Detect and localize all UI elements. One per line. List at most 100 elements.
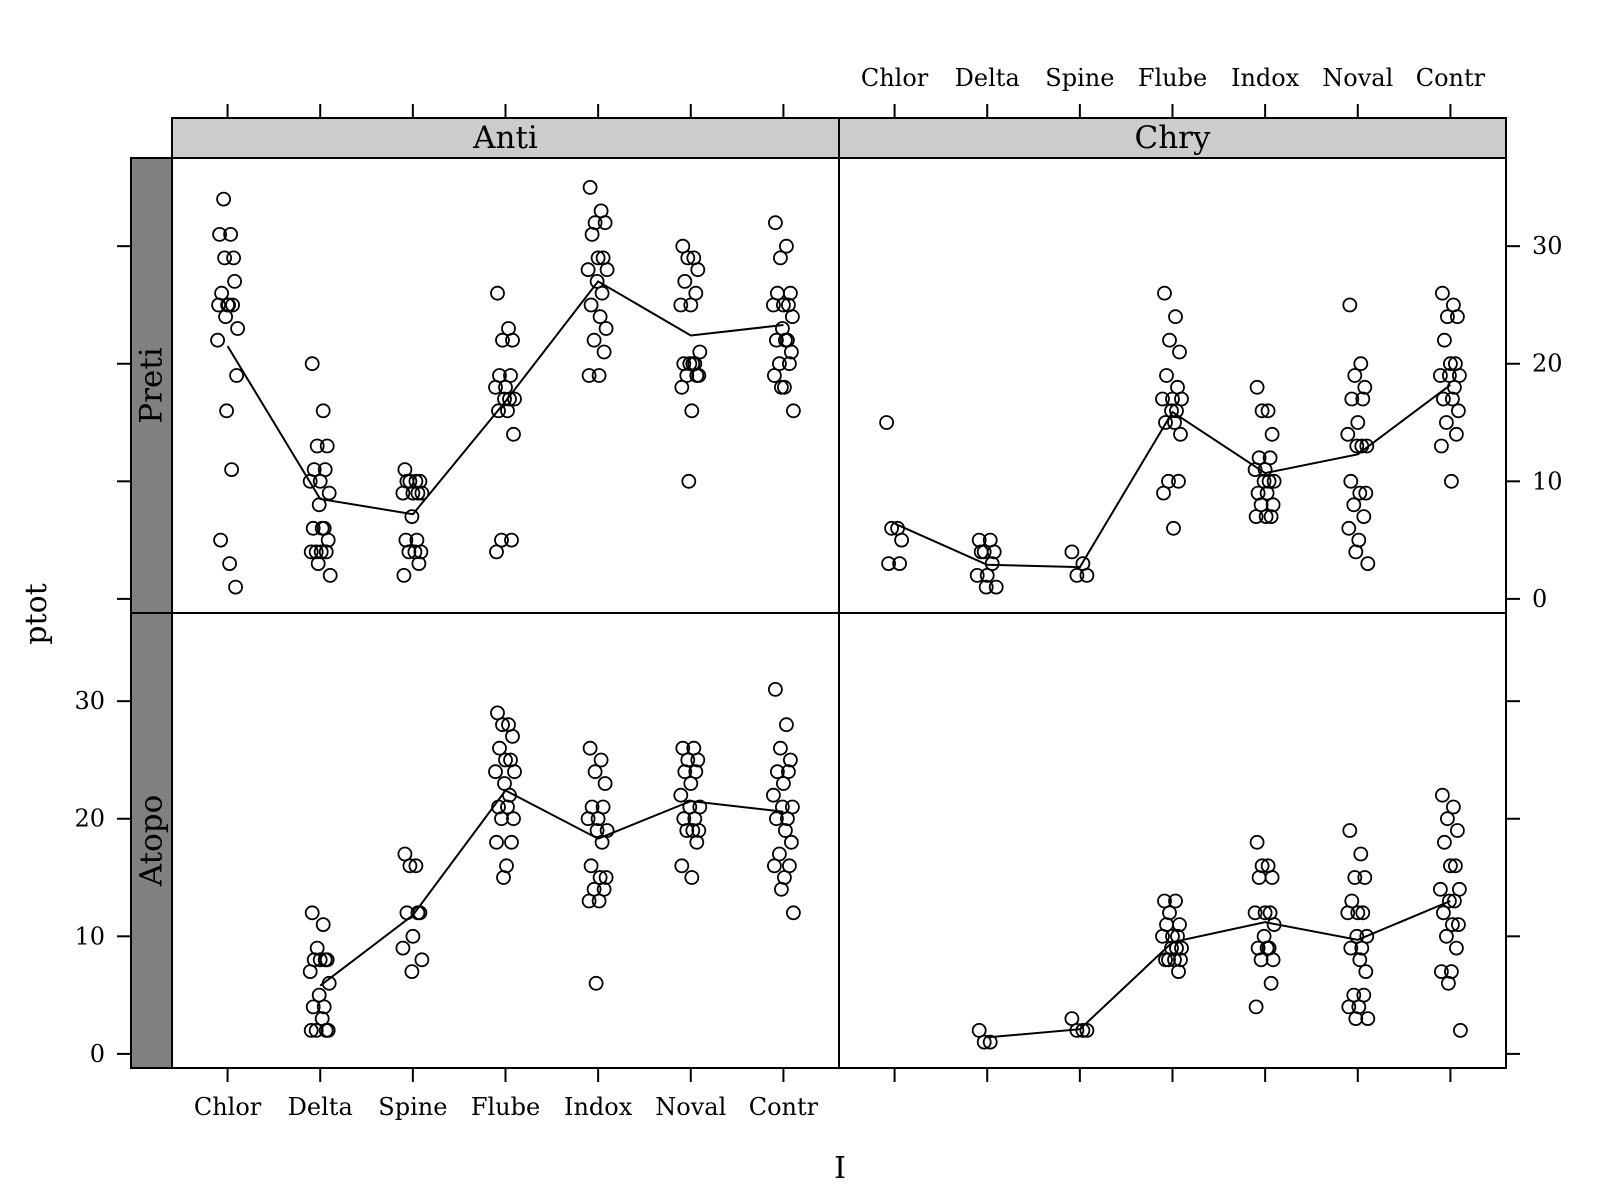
- axes: Chlor Chlor Delta Delta Spine Spine Flube Flube…: [74, 64, 1562, 1121]
- data-point: [305, 999, 321, 1015]
- data-point: [592, 309, 608, 325]
- data-point: [591, 368, 607, 383]
- data-point: [580, 262, 596, 278]
- data-point: [1436, 391, 1451, 407]
- data-point: [597, 776, 613, 791]
- data-point: [1435, 787, 1450, 803]
- data-point: [1437, 332, 1452, 348]
- data-point: [1449, 426, 1464, 442]
- data-point: [1346, 497, 1362, 513]
- data-point: [892, 556, 907, 571]
- data-point: [583, 297, 599, 313]
- y-tick-label-right: 20: [1532, 350, 1563, 378]
- data-point: [1341, 999, 1357, 1015]
- data-point: [1263, 509, 1279, 524]
- panel-anti-atopo: [171, 612, 840, 1069]
- data-point: [1251, 870, 1267, 885]
- data-point: [1433, 368, 1448, 383]
- data-point: [1156, 485, 1171, 501]
- data-point: [317, 952, 333, 968]
- x-tick-label-top: Indox: [1231, 64, 1300, 92]
- data-point: [504, 834, 519, 850]
- data-point: [1358, 964, 1374, 979]
- data-point: [969, 568, 985, 583]
- data-point: [507, 764, 522, 780]
- data-point: [591, 893, 607, 909]
- data-point: [582, 179, 598, 195]
- data-point: [766, 787, 781, 803]
- data-point: [1354, 438, 1370, 454]
- data-point: [216, 191, 232, 207]
- data-point: [1155, 928, 1170, 944]
- row-strip-label: Atopo: [134, 795, 170, 887]
- data-point: [312, 952, 328, 968]
- data-point: [404, 509, 420, 524]
- data-point: [405, 928, 421, 944]
- data-point: [1075, 1023, 1091, 1038]
- data-point: [681, 473, 697, 489]
- data-point: [1248, 999, 1264, 1015]
- data-point: [1174, 940, 1189, 956]
- data-point: [1449, 940, 1464, 956]
- data-point: [210, 332, 226, 348]
- data-point: [492, 740, 507, 756]
- x-tick-label-top: Spine: [1045, 64, 1114, 92]
- data-point: [1172, 344, 1187, 360]
- x-tick-label-bottom: Chlor: [194, 1093, 262, 1121]
- data-point: [784, 344, 799, 360]
- data-point: [879, 415, 894, 430]
- data-point: [1352, 485, 1368, 501]
- data-point: [1439, 928, 1454, 944]
- data-point: [1069, 568, 1085, 583]
- data-point: [1263, 975, 1279, 991]
- data-point: [396, 568, 412, 583]
- data-point: [1350, 415, 1366, 430]
- data-point: [1340, 426, 1356, 442]
- data-point: [594, 285, 610, 301]
- column-strip-anti: [171, 117, 840, 159]
- data-point: [769, 811, 784, 827]
- data-point: [786, 905, 801, 921]
- data-point: [1451, 917, 1466, 932]
- data-point: [303, 1023, 319, 1038]
- data-point: [783, 285, 798, 301]
- data-point: [1446, 799, 1461, 815]
- data-point: [1258, 509, 1274, 524]
- data-point: [776, 776, 791, 791]
- mean-line: [226, 280, 784, 516]
- data-point: [219, 403, 235, 419]
- data-point: [779, 238, 794, 254]
- data-point: [500, 799, 515, 815]
- data-point: [320, 532, 336, 548]
- data-point: [1439, 415, 1454, 430]
- data-point: [401, 544, 417, 560]
- data-point: [321, 975, 337, 991]
- data-point: [1347, 870, 1363, 885]
- data-point: [587, 764, 603, 780]
- data-point: [302, 473, 318, 489]
- data-point: [1435, 285, 1450, 301]
- data-point: [673, 787, 689, 803]
- data-point: [489, 834, 504, 850]
- data-point: [770, 764, 785, 780]
- data-point: [322, 568, 338, 583]
- data-point: [225, 297, 241, 313]
- data-point: [1157, 285, 1172, 301]
- data-point: [777, 870, 792, 885]
- data-point: [1265, 952, 1281, 968]
- data-point: [1265, 497, 1281, 513]
- column-strip-label: Anti: [472, 120, 538, 156]
- data-point: [1260, 403, 1276, 419]
- data-point: [1360, 1011, 1376, 1026]
- panel-border: [838, 157, 1507, 614]
- data-point: [315, 917, 331, 932]
- data-point: [1169, 403, 1184, 419]
- data-point: [211, 297, 227, 313]
- data-point: [584, 226, 600, 242]
- data-point: [594, 834, 610, 850]
- x-tick-label-bottom: Contr: [749, 1093, 819, 1121]
- data-point: [884, 520, 899, 536]
- data-point: [304, 905, 320, 921]
- data-point: [673, 297, 689, 313]
- data-point: [212, 226, 228, 242]
